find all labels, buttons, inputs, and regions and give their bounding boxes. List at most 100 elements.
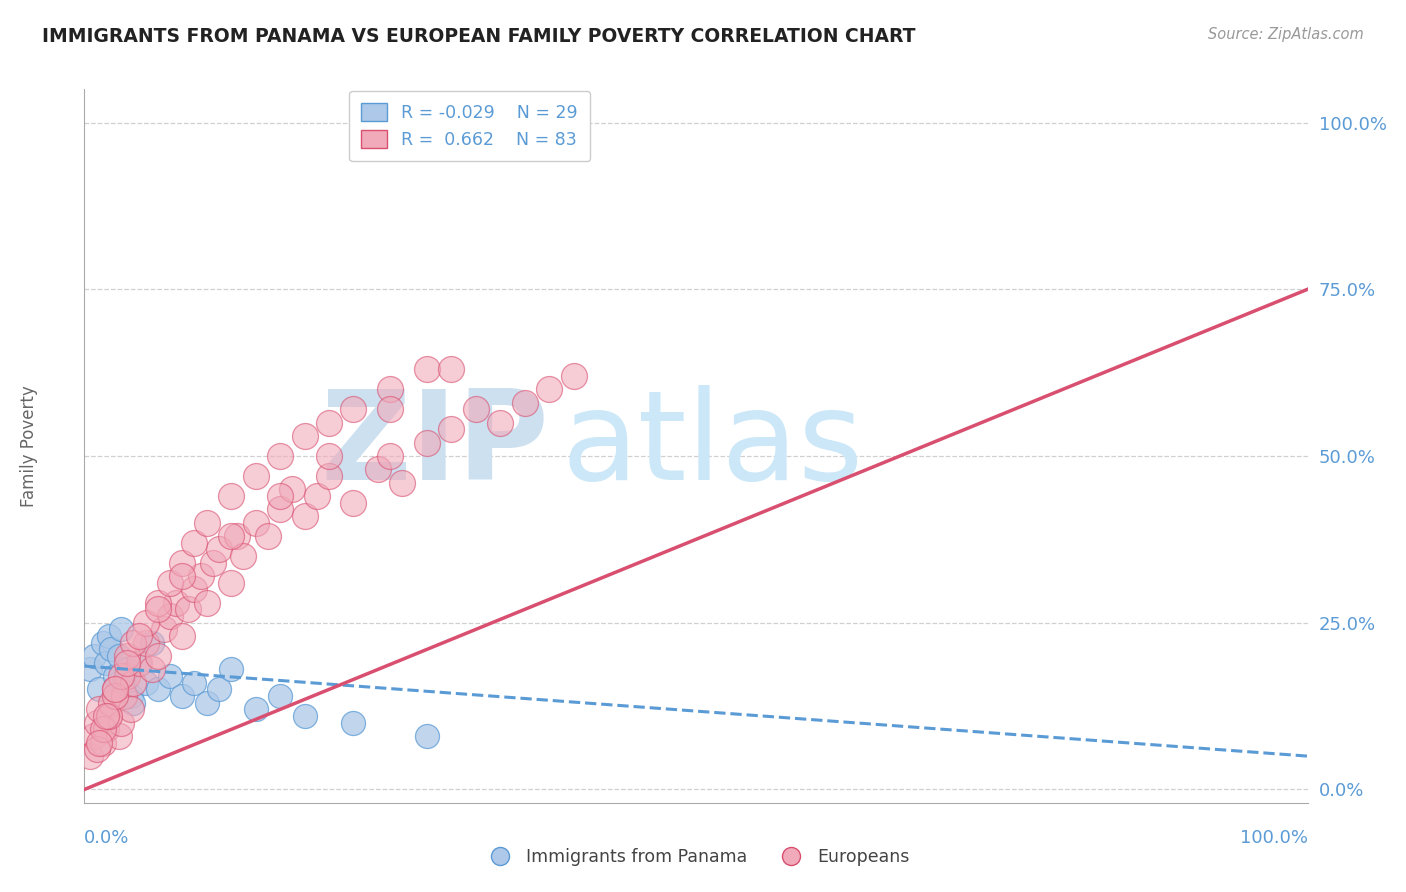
Point (380, 382, 402, 396)
Point (208, 682, 231, 697)
Point (190, 569, 212, 583)
Point (342, 496, 364, 510)
Point (107, 649, 129, 664)
Point (219, 489, 242, 503)
Point (318, 416, 340, 430)
Point (245, 469, 267, 483)
Point (104, 682, 127, 697)
Point (177, 602, 200, 616)
Point (96, 656, 118, 670)
Point (281, 483, 304, 497)
Point (96, 723, 118, 737)
Point (91, 636, 114, 650)
Point (97, 709, 120, 723)
Point (416, 435, 439, 450)
Point (135, 615, 157, 630)
Point (440, 362, 463, 376)
Point (83, 649, 105, 664)
Point (122, 675, 145, 690)
Point (79, 749, 101, 764)
Point (87, 736, 110, 750)
Point (91, 723, 114, 737)
Point (135, 636, 157, 650)
Point (269, 449, 291, 463)
Point (135, 675, 157, 690)
Point (120, 689, 142, 703)
Point (294, 709, 316, 723)
Point (342, 715, 364, 730)
Point (104, 682, 127, 697)
Point (195, 516, 218, 530)
Point (165, 596, 187, 610)
Point (87, 682, 110, 697)
Point (269, 489, 291, 503)
Point (380, 402, 402, 417)
Point (115, 669, 138, 683)
Point (294, 509, 316, 524)
Point (97, 709, 120, 723)
Point (226, 529, 249, 543)
Point (100, 642, 122, 657)
Point (219, 662, 242, 676)
Text: 0.0%: 0.0% (84, 830, 129, 847)
Point (367, 462, 389, 476)
Text: Family Poverty: Family Poverty (20, 385, 38, 507)
Point (141, 662, 163, 676)
Point (115, 656, 138, 670)
Point (318, 449, 340, 463)
Point (562, 368, 585, 383)
Point (464, 402, 486, 417)
Point (245, 516, 267, 530)
Point (141, 636, 163, 650)
Point (159, 669, 181, 683)
Point (219, 575, 242, 590)
Point (107, 729, 129, 743)
Point (104, 689, 127, 703)
Point (318, 469, 340, 483)
Point (115, 649, 138, 664)
Point (245, 702, 267, 716)
Point (195, 696, 218, 710)
Point (128, 629, 150, 643)
Point (538, 382, 561, 396)
Point (208, 542, 231, 557)
Point (172, 689, 194, 703)
Point (86, 715, 108, 730)
Point (87, 702, 110, 716)
Point (440, 422, 463, 436)
Point (128, 656, 150, 670)
Point (159, 609, 181, 624)
Point (146, 682, 169, 697)
Point (183, 675, 205, 690)
Point (122, 636, 145, 650)
Point (391, 475, 413, 490)
Point (172, 569, 194, 583)
Point (122, 696, 145, 710)
Point (128, 656, 150, 670)
Point (104, 669, 127, 683)
Point (79, 662, 101, 676)
Point (159, 575, 181, 590)
Point (201, 556, 224, 570)
Point (294, 429, 316, 443)
Point (112, 675, 135, 690)
Point (380, 449, 402, 463)
Point (120, 702, 142, 716)
Point (153, 623, 176, 637)
Point (232, 549, 254, 563)
Point (183, 582, 205, 597)
Point (269, 689, 291, 703)
Point (195, 596, 218, 610)
Point (269, 502, 291, 516)
Point (416, 362, 439, 376)
Point (91, 736, 114, 750)
Point (86, 742, 108, 756)
Point (146, 649, 169, 664)
Point (342, 402, 364, 417)
Point (146, 596, 169, 610)
Point (110, 669, 132, 683)
Text: Source: ZipAtlas.com: Source: ZipAtlas.com (1208, 27, 1364, 42)
Point (172, 629, 194, 643)
Text: 100.0%: 100.0% (1240, 830, 1308, 847)
Legend: Immigrants from Panama, Europeans: Immigrants from Panama, Europeans (475, 841, 917, 872)
